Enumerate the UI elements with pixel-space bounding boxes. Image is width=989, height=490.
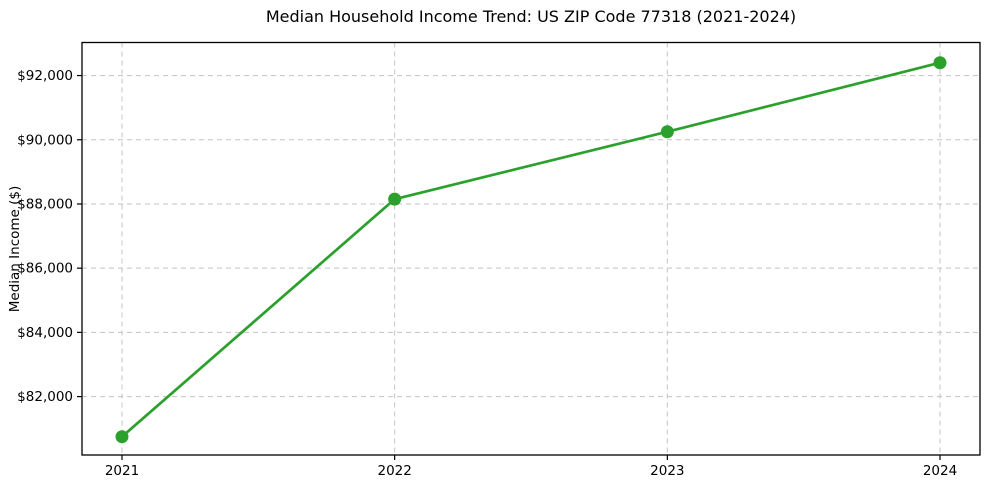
y-tick-label: $86,000 bbox=[17, 261, 73, 277]
x-tick-label: 2023 bbox=[650, 463, 684, 479]
y-tick-label: $84,000 bbox=[17, 325, 73, 341]
y-tick-label: $92,000 bbox=[17, 68, 73, 84]
plot-border bbox=[81, 41, 981, 456]
x-tick-label: 2024 bbox=[923, 463, 957, 479]
x-tick-label: 2022 bbox=[377, 463, 411, 479]
x-tick-label: 2021 bbox=[105, 463, 139, 479]
data-point-2024 bbox=[933, 56, 947, 70]
y-tick-label: $90,000 bbox=[17, 132, 73, 148]
data-point-2021 bbox=[115, 430, 129, 444]
chart-title: Median Household Income Trend: US ZIP Co… bbox=[265, 7, 797, 26]
y-tick-label: $82,000 bbox=[17, 389, 73, 405]
y-tick-label: $88,000 bbox=[17, 196, 73, 212]
data-point-2023 bbox=[660, 125, 674, 139]
trend-line bbox=[121, 61, 941, 438]
data-point-2022 bbox=[388, 192, 402, 206]
